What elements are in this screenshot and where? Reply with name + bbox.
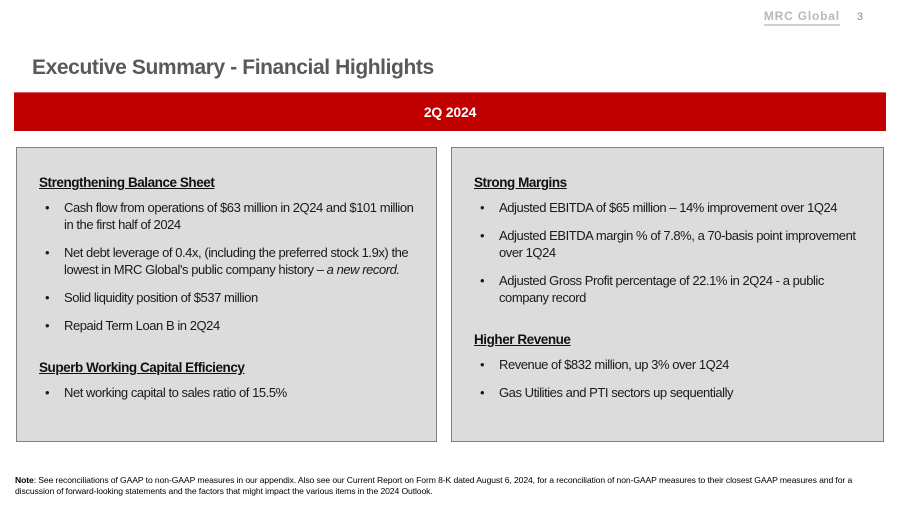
- bullet-net-debt-regular: Net debt leverage of 0.4x, (including th…: [64, 245, 409, 277]
- bullet-working-capital-text: Net working capital to sales ratio of 15…: [64, 385, 287, 400]
- bullet-gross-profit: • Adjusted Gross Profit percentage of 22…: [474, 272, 865, 306]
- heading-working-capital-efficiency: Superb Working Capital Efficiency: [39, 360, 245, 375]
- bullet-icon: •: [480, 385, 485, 400]
- bullet-gross-profit-text: Adjusted Gross Profit percentage of 22.1…: [499, 273, 824, 305]
- mrc-global-logo: MRC Global: [763, 9, 840, 26]
- footnote-note-label: Note: [15, 475, 34, 485]
- bullet-ebitda-margin: • Adjusted EBITDA margin % of 7.8%, a 70…: [474, 227, 865, 261]
- bullet-revenue: • Revenue of $832 million, up 3% over 1Q…: [474, 356, 865, 373]
- bullet-icon: •: [480, 357, 485, 372]
- bullet-adj-ebitda-text: Adjusted EBITDA of $65 million – 14% imp…: [499, 200, 838, 215]
- period-banner-label: 2Q 2024: [423, 104, 477, 120]
- bullet-working-capital: • Net working capital to sales ratio of …: [39, 384, 418, 401]
- bullet-revenue-text: Revenue of $832 million, up 3% over 1Q24: [499, 357, 729, 372]
- bullet-cash-flow-text: Cash flow from operations of $63 million…: [64, 200, 414, 232]
- bullet-icon: •: [480, 273, 485, 288]
- balance-sheet-panel: Strengthening Balance Sheet • Cash flow …: [16, 147, 437, 442]
- bullet-adj-ebitda: • Adjusted EBITDA of $65 million – 14% i…: [474, 199, 865, 216]
- bullet-liquidity: • Solid liquidity position of $537 milli…: [39, 289, 418, 306]
- bullet-net-debt: • Net debt leverage of 0.4x, (including …: [39, 244, 418, 278]
- margins-revenue-panel: Strong Margins • Adjusted EBITDA of $65 …: [451, 147, 884, 442]
- bullet-net-debt-text: Net debt leverage of 0.4x, (including th…: [64, 244, 418, 278]
- bullet-icon: •: [45, 318, 50, 333]
- bullet-sectors-text: Gas Utilities and PTI sectors up sequent…: [499, 385, 734, 400]
- period-banner: 2Q 2024: [14, 92, 886, 131]
- bullet-icon: •: [45, 200, 50, 215]
- page-number: 3: [856, 11, 863, 23]
- bullet-icon: •: [480, 200, 485, 215]
- bullet-liquidity-text: Solid liquidity position of $537 million: [64, 290, 258, 305]
- bullet-icon: •: [45, 385, 50, 400]
- bullet-net-debt-italic: a new record.: [326, 262, 400, 277]
- bullet-term-loan: • Repaid Term Loan B in 2Q24: [39, 317, 418, 334]
- bullet-icon: •: [480, 228, 485, 243]
- bullet-cash-flow: • Cash flow from operations of $63 milli…: [39, 199, 418, 233]
- bullet-icon: •: [45, 245, 50, 260]
- bullet-ebitda-margin-text: Adjusted EBITDA margin % of 7.8%, a 70-b…: [499, 228, 856, 260]
- slide-header-right: MRC Global 3: [763, 9, 863, 26]
- footnote-text: : See reconciliations of GAAP to non-GAA…: [15, 475, 853, 496]
- heading-strengthening-balance-sheet: Strengthening Balance Sheet: [39, 175, 215, 190]
- footnote: Note: See reconciliations of GAAP to non…: [15, 475, 884, 497]
- slide-title: Executive Summary - Financial Highlights: [32, 56, 434, 79]
- heading-strong-margins: Strong Margins: [474, 175, 567, 190]
- heading-higher-revenue: Higher Revenue: [474, 332, 571, 347]
- bullet-term-loan-text: Repaid Term Loan B in 2Q24: [64, 318, 220, 333]
- bullet-sectors: • Gas Utilities and PTI sectors up seque…: [474, 384, 865, 401]
- bullet-icon: •: [45, 290, 50, 305]
